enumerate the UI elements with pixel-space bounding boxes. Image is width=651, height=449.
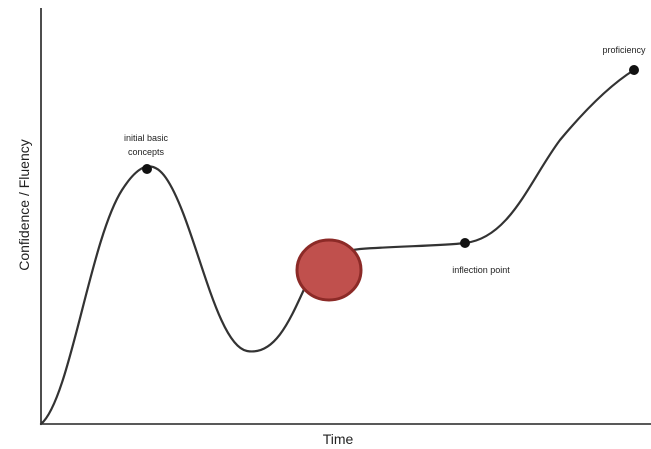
x-axis-label: Time <box>323 431 354 447</box>
current-position-marker <box>295 238 363 302</box>
initial-label-line1: initial basic <box>124 133 169 143</box>
initial-concepts-point <box>142 164 152 174</box>
learning-curve <box>39 68 636 426</box>
inflection-point-dot <box>460 238 470 248</box>
inflection-label: inflection point <box>452 265 510 275</box>
proficiency-label: proficiency <box>602 45 646 55</box>
initial-label-line2: concepts <box>128 147 165 157</box>
y-axis-label: Confidence / Fluency <box>16 139 32 271</box>
proficiency-point <box>629 65 639 75</box>
